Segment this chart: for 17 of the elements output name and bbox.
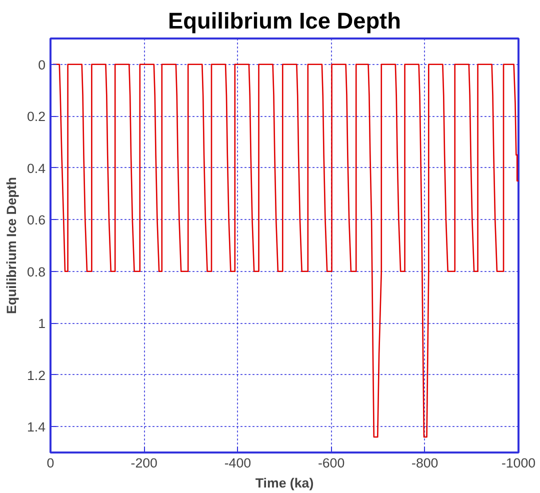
x-tick-label: -600: [318, 456, 345, 470]
chart-title: Equilibrium Ice Depth: [168, 8, 401, 34]
x-tick-label: -1000: [501, 456, 536, 470]
y-axis-title: Equilibrium Ice Depth: [4, 177, 19, 314]
y-tick-label: 1: [38, 316, 46, 332]
y-tick-label: 0.2: [26, 109, 46, 124]
x-axis-title: Time (ka): [255, 476, 314, 490]
x-tick-label: -800: [412, 456, 438, 470]
y-tick-label: 0.6: [26, 212, 46, 228]
line-series: [52, 64, 518, 438]
y-tick-label: 0: [38, 57, 46, 72]
x-tick-label: -400: [224, 456, 252, 470]
y-tick-label: 0.4: [26, 160, 46, 176]
x-tick-label: -200: [130, 456, 158, 470]
y-tick-label: 0.8: [26, 264, 46, 280]
y-tick-label: 1.2: [26, 368, 46, 383]
y-tick-label: 1.4: [26, 420, 46, 435]
